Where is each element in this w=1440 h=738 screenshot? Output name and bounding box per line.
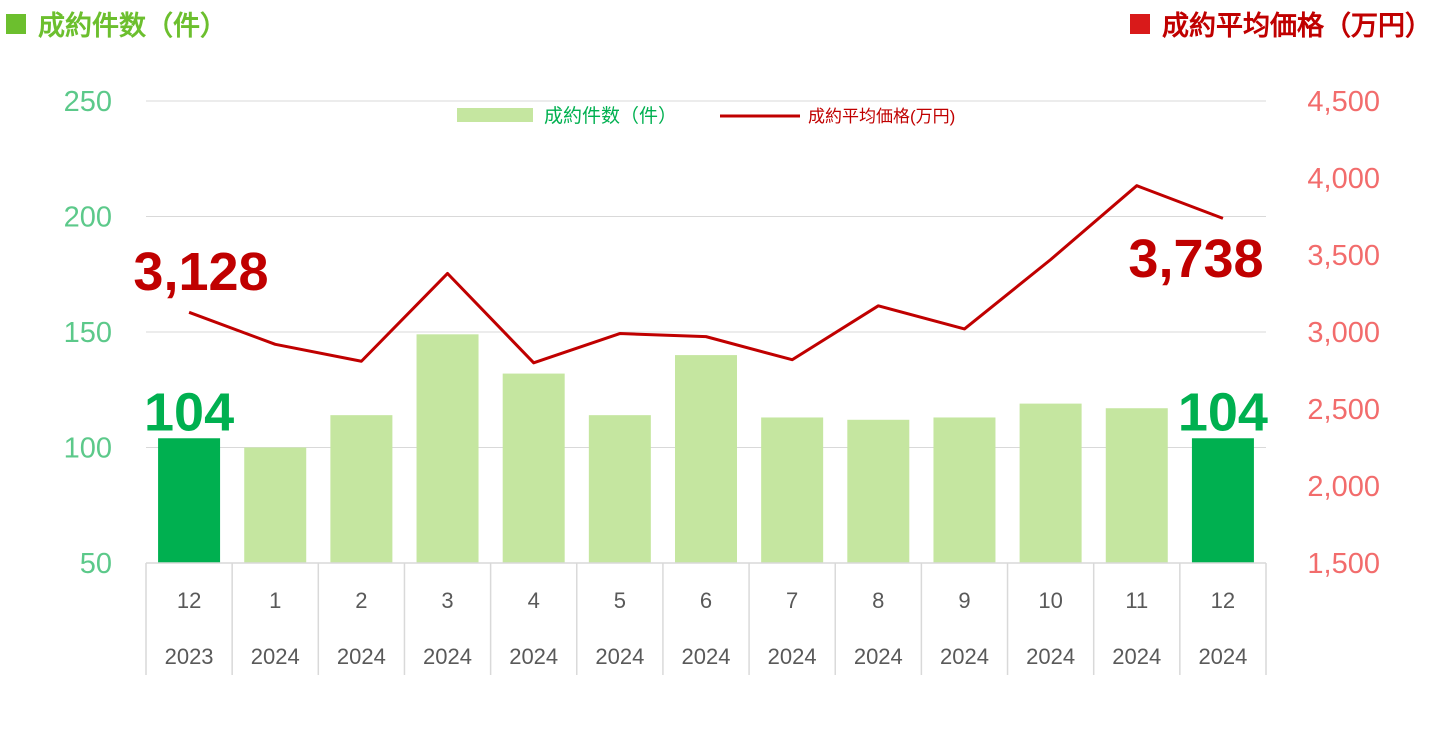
bar (761, 417, 824, 563)
bar (588, 415, 651, 563)
legend-bar-swatch (457, 108, 533, 122)
right-axis-tick: 4,500 (1307, 86, 1380, 118)
legend-line-label: 成約平均価格(万円) (808, 107, 955, 126)
bar (675, 355, 737, 563)
year-label: 2024 (682, 644, 731, 669)
year-label: 2024 (251, 644, 300, 669)
month-label: 2 (355, 588, 367, 613)
month-label: 8 (872, 588, 884, 613)
last-price-label: 3,738 (1128, 229, 1263, 289)
month-label: 10 (1038, 588, 1062, 613)
bar (1019, 403, 1082, 563)
left-axis-tick: 200 (64, 202, 112, 234)
category-table: 12 2023 1 2024 2 2024 3 2024 4 2024 5 2024 6 2024 7 202… (145, 562, 1267, 675)
month-label: 11 (1125, 588, 1148, 613)
right-axis-header-text: 成約平均価格（万円） (1162, 11, 1432, 42)
year-label: 2024 (337, 644, 386, 669)
right-axis-tick: 1,500 (1307, 548, 1380, 580)
month-label: 12 (177, 588, 201, 613)
year-label: 2024 (595, 644, 644, 669)
first-count-label: 104 (144, 382, 234, 442)
line-series (188, 184, 1224, 365)
chart-legend: 成約件数（件） 成約平均価格(万円) (457, 105, 955, 127)
right-axis-tick: 4,000 (1307, 163, 1380, 195)
legend-bar-label: 成約件数（件） (544, 105, 677, 127)
bar (1105, 408, 1168, 563)
bar (847, 419, 910, 563)
year-label: 2023 (165, 644, 214, 669)
first-price-label: 3,128 (133, 242, 268, 302)
year-label: 2024 (854, 644, 903, 669)
month-label: 1 (269, 588, 281, 613)
bar (416, 334, 479, 563)
year-label: 2024 (423, 644, 472, 669)
year-label: 2024 (940, 644, 989, 669)
left-axis-tick: 250 (64, 86, 112, 118)
month-label: 6 (700, 588, 712, 613)
year-label: 2024 (768, 644, 817, 669)
month-label: 4 (528, 588, 540, 613)
bar-legend-square-icon (6, 13, 26, 34)
bar (502, 373, 565, 563)
month-label: 9 (958, 588, 970, 613)
bar (933, 417, 996, 563)
year-label: 2024 (1026, 644, 1075, 669)
price-line (188, 184, 1224, 365)
bar-series (158, 334, 1254, 563)
data-labels: 104 104 3,128 3,738 (133, 229, 1268, 442)
left-axis-header: 成約件数（件） (6, 4, 227, 43)
axes: 50 100 150 200 250 1,500 2,000 2,500 3,000 3,500 4… (64, 86, 1380, 580)
year-label: 2024 (1112, 644, 1161, 669)
bar (158, 438, 221, 563)
month-label: 3 (441, 588, 453, 613)
year-label: 2024 (1198, 644, 1247, 669)
left-axis-tick: 100 (64, 433, 112, 465)
month-label: 5 (614, 588, 626, 613)
right-axis-tick: 3,500 (1307, 240, 1380, 272)
year-label: 2024 (509, 644, 558, 669)
left-axis-header-text: 成約件数（件） (38, 11, 227, 42)
left-axis-tick: 50 (80, 548, 112, 580)
last-count-label: 104 (1178, 382, 1268, 442)
right-axis-tick: 3,000 (1307, 317, 1380, 349)
line-legend-square-icon (1130, 13, 1150, 34)
month-label: 12 (1211, 588, 1235, 613)
right-axis-header: 成約平均価格（万円） (1130, 4, 1432, 43)
right-axis-tick: 2,000 (1307, 471, 1380, 503)
bar (244, 447, 307, 563)
bar (330, 415, 393, 563)
month-label: 7 (786, 588, 798, 613)
left-axis-tick: 150 (64, 317, 112, 349)
right-axis-tick: 2,500 (1307, 394, 1380, 426)
bar (1191, 438, 1254, 563)
